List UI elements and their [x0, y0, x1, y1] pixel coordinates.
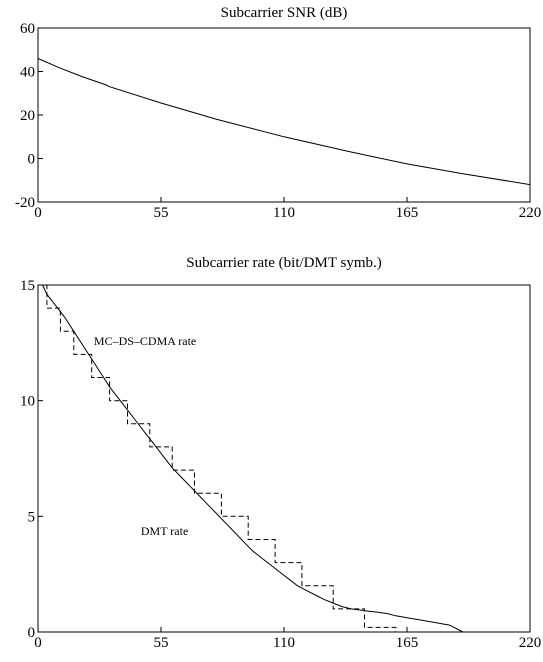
chart1-plot-frame — [37, 27, 531, 203]
chart2-annotation: DMT rate — [141, 524, 188, 538]
chart1-series-1-solid-line — [37, 58, 531, 186]
chart2-x-tick-label: 55 — [154, 635, 169, 651]
chart2-series-1-solid-line — [38, 284, 464, 633]
chart2-x-tick-label: 220 — [519, 635, 542, 651]
chart2-x-tick-label: 165 — [396, 635, 419, 651]
chart2-y-tick-label: 15 — [20, 278, 35, 294]
chart2-x-tick-label: 110 — [273, 635, 295, 651]
chart1-y-tick-label: -20 — [15, 195, 35, 211]
chart1-y-tick-label: 40 — [20, 65, 35, 81]
chart1-y-tick-label: 0 — [28, 152, 36, 168]
chart2-y-tick-label: 0 — [28, 625, 36, 641]
chart2-y-tick-label: 5 — [28, 509, 36, 525]
chart1-x-tick-label: 110 — [273, 205, 295, 221]
chart2-series-2-dashed-line — [38, 284, 397, 632]
chart1-y-tick-label: 60 — [20, 21, 35, 37]
chart2-y-tick-label: 10 — [20, 394, 35, 410]
chart1-y-tick-label: 20 — [20, 108, 35, 124]
chart1-x-tick-label: 0 — [34, 205, 42, 221]
chart1-title: Subcarrier SNR (dB) — [221, 5, 348, 21]
chart2-annotation: MC–DS–CDMA rate — [94, 334, 196, 348]
chart1-x-tick-label: 165 — [396, 205, 419, 221]
chart2-title: Subcarrier rate (bit/DMT symb.) — [186, 255, 382, 271]
chart1-x-tick-label: 220 — [519, 205, 542, 221]
chart1-x-tick-label: 55 — [154, 205, 169, 221]
chart2-x-tick-label: 0 — [34, 635, 42, 651]
